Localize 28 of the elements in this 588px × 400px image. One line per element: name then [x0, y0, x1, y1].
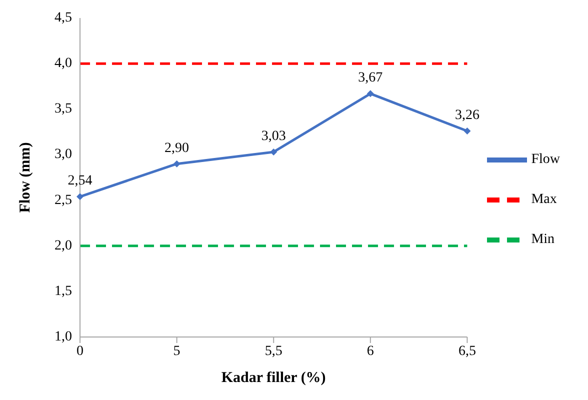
x-tick-label: 6: [366, 344, 374, 359]
point: [76, 193, 84, 200]
data-label: 2,54: [68, 174, 92, 189]
y-tick-label: 1,0: [54, 330, 72, 344]
point: [173, 160, 180, 168]
y-tick-label: 3,0: [54, 147, 72, 162]
legend-label: Flow: [531, 152, 560, 168]
y-tick-label: 3,5: [54, 102, 72, 117]
y-tick-label: 1,5: [54, 284, 72, 299]
x-axis-title: Kadar filler (%): [221, 370, 326, 386]
y-axis-title: Flow (mm): [17, 142, 34, 213]
data-label: 3,03: [261, 128, 286, 144]
data-label: 3,67: [358, 70, 383, 86]
data-label: 2,90: [164, 140, 190, 156]
x-tick-label: 5: [173, 344, 180, 359]
y-tick-label: 2,0: [54, 238, 72, 254]
legend-label: Max: [531, 192, 557, 208]
point: [270, 148, 278, 156]
x-tick-label: 0: [76, 344, 84, 359]
y-tick-label: 2,5: [54, 192, 72, 208]
y-tick-label: 4,0: [54, 56, 72, 72]
x-tick-label: 5,5: [264, 344, 282, 359]
point: [366, 90, 374, 98]
legend-label: Min: [531, 232, 555, 248]
x-tick-label: 6,5: [458, 344, 476, 359]
point: [464, 128, 471, 135]
y-tick-label: 4,5: [54, 10, 72, 26]
data-label: 3,26: [454, 108, 480, 124]
